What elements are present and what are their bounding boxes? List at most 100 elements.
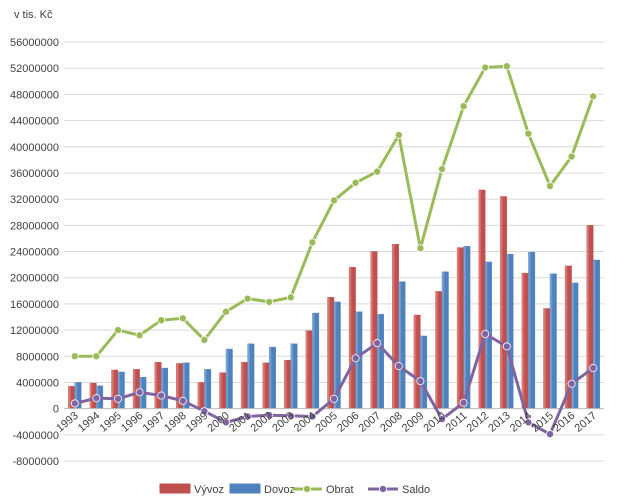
bar-dovoz	[117, 371, 125, 409]
x-tick-label: 1995	[97, 410, 123, 435]
point-obrat	[178, 314, 187, 323]
x-tick-label: 2010	[421, 410, 447, 435]
point-saldo	[567, 379, 576, 388]
bar-vývoz	[586, 225, 594, 409]
point-saldo	[157, 391, 166, 400]
bar-vývoz	[219, 372, 227, 409]
unit-label: v tis. Kč	[14, 9, 53, 21]
point-obrat	[286, 293, 295, 302]
bar-dovoz	[506, 253, 514, 409]
bar-dovoz	[160, 367, 168, 409]
bar-vývoz	[327, 297, 335, 409]
bar-vývoz	[413, 314, 421, 409]
bar-vývoz	[262, 362, 270, 409]
point-obrat	[135, 331, 144, 340]
point-obrat	[373, 167, 382, 176]
x-tick-label: 1998	[162, 410, 188, 435]
bar-vývoz	[240, 361, 248, 409]
bar-vývoz	[348, 267, 356, 409]
point-saldo	[308, 412, 317, 421]
point-obrat	[221, 307, 230, 316]
x-tick-label: 2008	[378, 410, 404, 435]
bar-vývoz	[197, 382, 205, 409]
y-tick-label: 36000000	[10, 168, 59, 180]
bar-vývoz	[521, 272, 529, 409]
point-saldo	[114, 394, 123, 403]
x-tick-label: 1996	[119, 410, 145, 435]
point-obrat	[589, 92, 598, 101]
point-obrat	[243, 294, 252, 303]
point-obrat	[92, 352, 101, 361]
point-saldo	[373, 339, 382, 348]
x-tick-label: 2016	[551, 410, 577, 435]
point-saldo	[351, 354, 360, 363]
y-tick-label: -4000000	[13, 430, 60, 442]
y-tick-label: -8000000	[13, 456, 60, 468]
bar-dovoz	[290, 343, 298, 409]
point-obrat	[114, 326, 123, 335]
point-obrat	[502, 62, 511, 71]
bar-dovoz	[441, 271, 449, 409]
x-tick-label: 2006	[335, 410, 361, 435]
point-obrat	[157, 316, 166, 325]
point-saldo	[70, 399, 79, 408]
point-obrat	[200, 335, 209, 344]
bar-dovoz	[247, 343, 255, 409]
x-tick-label: 1994	[76, 410, 102, 435]
point-saldo	[481, 329, 490, 338]
point-saldo	[178, 396, 187, 405]
bar-vývoz	[500, 196, 507, 409]
bar-vývoz	[478, 189, 486, 409]
y-tick-label: 4000000	[16, 377, 59, 389]
bar-dovoz	[549, 273, 557, 409]
legend-label: Obrat	[326, 484, 354, 496]
bar-vývoz	[284, 359, 291, 409]
y-tick-label: 16000000	[10, 299, 59, 311]
y-tick-label: 32000000	[10, 194, 59, 206]
point-saldo	[286, 411, 295, 420]
bar-dovoz	[312, 312, 320, 409]
x-axis-ticks: 1993199419951996199719981999200020012002…	[54, 410, 599, 435]
bar-dovoz	[593, 259, 600, 409]
point-saldo	[589, 364, 598, 373]
legend: Vývoz Dovoz Obrat Saldo	[159, 483, 430, 496]
point-saldo	[265, 411, 274, 420]
bar-vývoz	[543, 308, 551, 409]
bar-vývoz	[370, 251, 378, 409]
point-obrat	[546, 182, 555, 191]
y-tick-label: 52000000	[10, 63, 59, 75]
y-tick-label: 12000000	[10, 325, 59, 337]
point-saldo	[502, 342, 511, 351]
y-tick-label: 20000000	[10, 273, 59, 285]
point-obrat	[437, 165, 446, 174]
point-saldo	[92, 394, 101, 403]
legend-label: Vývoz	[194, 484, 224, 496]
bar-dovoz	[377, 314, 384, 409]
bar-dovoz	[225, 348, 233, 409]
y-tick-label: 28000000	[10, 220, 59, 232]
y-tick-label: 48000000	[10, 89, 59, 101]
bar-vývoz	[111, 369, 119, 409]
point-obrat	[351, 178, 360, 187]
x-tick-label: 2007	[357, 410, 383, 435]
point-obrat	[416, 244, 425, 253]
x-tick-label: 2017	[573, 410, 599, 435]
bar-dovoz	[204, 369, 212, 409]
bar-vývoz	[154, 361, 162, 409]
legend-marker	[302, 484, 311, 493]
point-obrat	[459, 102, 468, 111]
point-obrat	[329, 196, 338, 205]
point-obrat	[308, 238, 317, 247]
legend-swatch	[229, 483, 261, 494]
x-tick-label: 2013	[486, 410, 512, 435]
y-tick-label: 24000000	[10, 247, 59, 259]
point-saldo	[200, 407, 209, 416]
legend-swatch	[159, 483, 191, 494]
legend-label: Saldo	[402, 484, 430, 496]
y-tick-label: 0	[53, 404, 59, 416]
x-tick-label: 2009	[400, 410, 426, 435]
bar-vývoz	[305, 330, 313, 409]
x-tick-label: 2014	[508, 410, 534, 435]
bar-vývoz	[435, 291, 443, 409]
